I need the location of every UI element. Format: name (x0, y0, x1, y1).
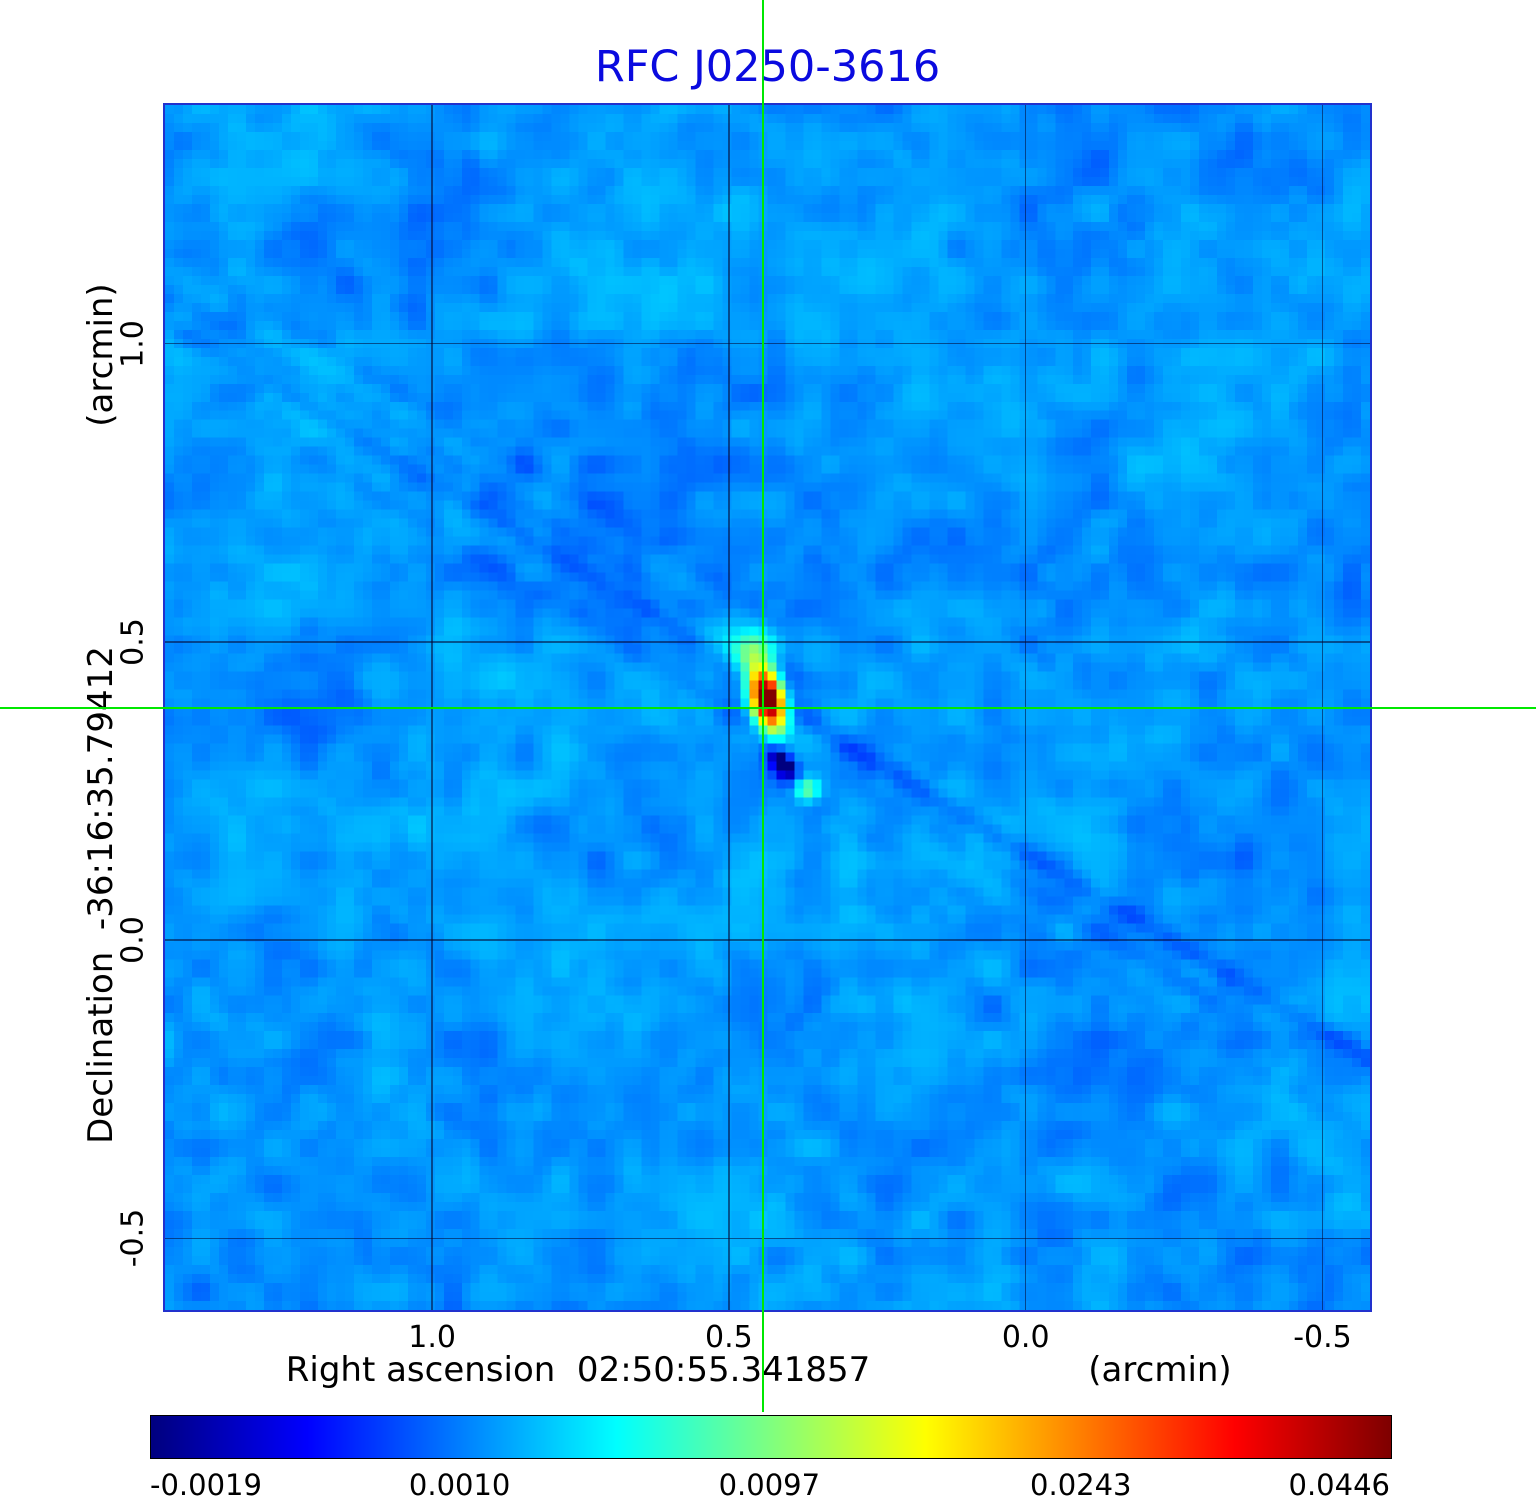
colorbar-tick-label: 0.0010 (408, 1468, 511, 1502)
x-axis-label: Right ascension 02:50:55.341857 (285, 1350, 871, 1390)
x-tick-label: 0.0 (1001, 1320, 1050, 1355)
y-tick-label: -0.5 (115, 1209, 151, 1268)
crosshair-vertical-line (761, 0, 764, 1412)
y-axis-unit: (arcmin) (81, 283, 121, 427)
colorbar-tick-label: 0.0097 (718, 1468, 821, 1502)
y-axis-label: Declination -36:16:35.79412 (81, 646, 121, 1144)
colorbar-tick-label: 0.0243 (1030, 1468, 1132, 1502)
x-axis-unit: (arcmin) (1088, 1350, 1232, 1390)
colorbar (150, 1415, 1392, 1459)
crosshair-horizontal-line (0, 707, 1536, 710)
colorbar-tick-label: -0.0019 (150, 1468, 262, 1502)
chart-title: RFC J0250-3616 (594, 42, 941, 92)
x-tick-label: -0.5 (1293, 1320, 1352, 1355)
colorbar-tick-label: 0.0446 (1288, 1468, 1390, 1502)
